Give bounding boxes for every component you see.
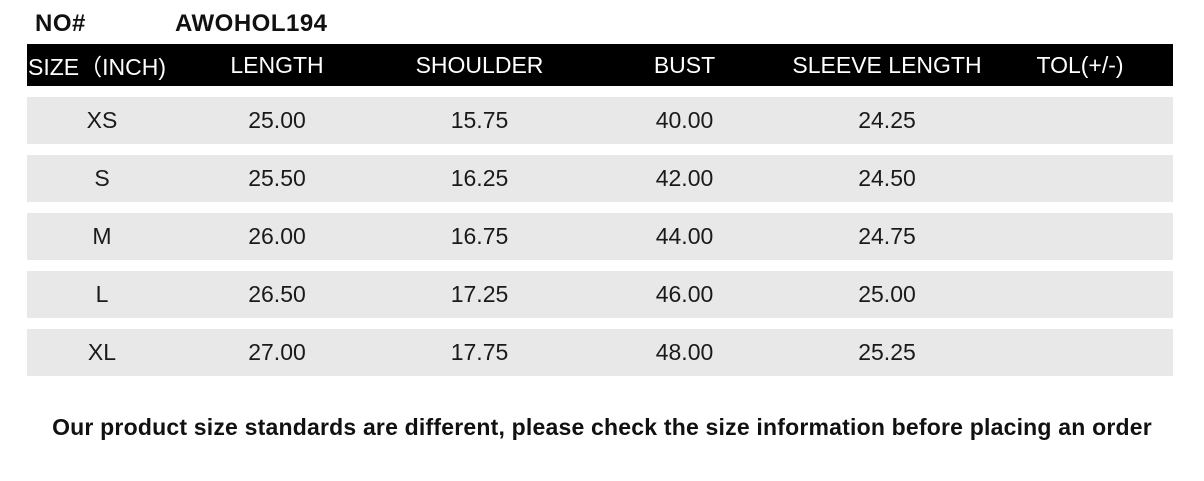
shoulder-value: 15.75 bbox=[377, 97, 582, 144]
size-value: XL bbox=[27, 329, 177, 376]
length-value: 25.50 bbox=[177, 155, 377, 202]
tol-value bbox=[987, 329, 1173, 376]
bust-value: 46.00 bbox=[582, 271, 787, 318]
size-value: XS bbox=[27, 97, 177, 144]
size-value: S bbox=[27, 155, 177, 202]
size-value: M bbox=[27, 213, 177, 260]
tol-value bbox=[987, 97, 1173, 144]
product-model-number: AWOHOL194 bbox=[175, 10, 328, 37]
shoulder-value: 16.75 bbox=[377, 213, 582, 260]
header-cell-shoulder: SHOULDER bbox=[377, 44, 582, 86]
size-table: SIZE（INCH) LENGTH SHOULDER BUST SLEEVE L… bbox=[27, 44, 1173, 376]
header-cell-sleeve-length: SLEEVE LENGTH bbox=[787, 44, 987, 86]
tol-value bbox=[987, 155, 1173, 202]
shoulder-value: 16.25 bbox=[377, 155, 582, 202]
sleeve-length-value: 25.00 bbox=[787, 271, 987, 318]
length-value: 25.00 bbox=[177, 97, 377, 144]
length-value: 26.50 bbox=[177, 271, 377, 318]
header-cell-tol: TOL(+/-) bbox=[987, 44, 1173, 86]
header-cell-length: LENGTH bbox=[177, 44, 377, 86]
product-no-label: NO# bbox=[35, 10, 86, 37]
sleeve-length-value: 24.75 bbox=[787, 213, 987, 260]
size-value: L bbox=[27, 271, 177, 318]
tol-value bbox=[987, 213, 1173, 260]
shoulder-value: 17.25 bbox=[377, 271, 582, 318]
tol-value bbox=[987, 271, 1173, 318]
sleeve-length-value: 25.25 bbox=[787, 329, 987, 376]
header-cell-bust: BUST bbox=[582, 44, 787, 86]
size-disclaimer-note: Our product size standards are different… bbox=[52, 414, 1152, 440]
sleeve-length-value: 24.25 bbox=[787, 97, 987, 144]
length-value: 26.00 bbox=[177, 213, 377, 260]
bust-value: 48.00 bbox=[582, 329, 787, 376]
sleeve-length-value: 24.50 bbox=[787, 155, 987, 202]
bust-value: 40.00 bbox=[582, 97, 787, 144]
header-cell-size: SIZE（INCH) bbox=[27, 44, 177, 86]
shoulder-value: 17.75 bbox=[377, 329, 582, 376]
length-value: 27.00 bbox=[177, 329, 377, 376]
product-number-line: NO# AWOHOL194 bbox=[35, 10, 1135, 40]
bust-value: 42.00 bbox=[582, 155, 787, 202]
bust-value: 44.00 bbox=[582, 213, 787, 260]
